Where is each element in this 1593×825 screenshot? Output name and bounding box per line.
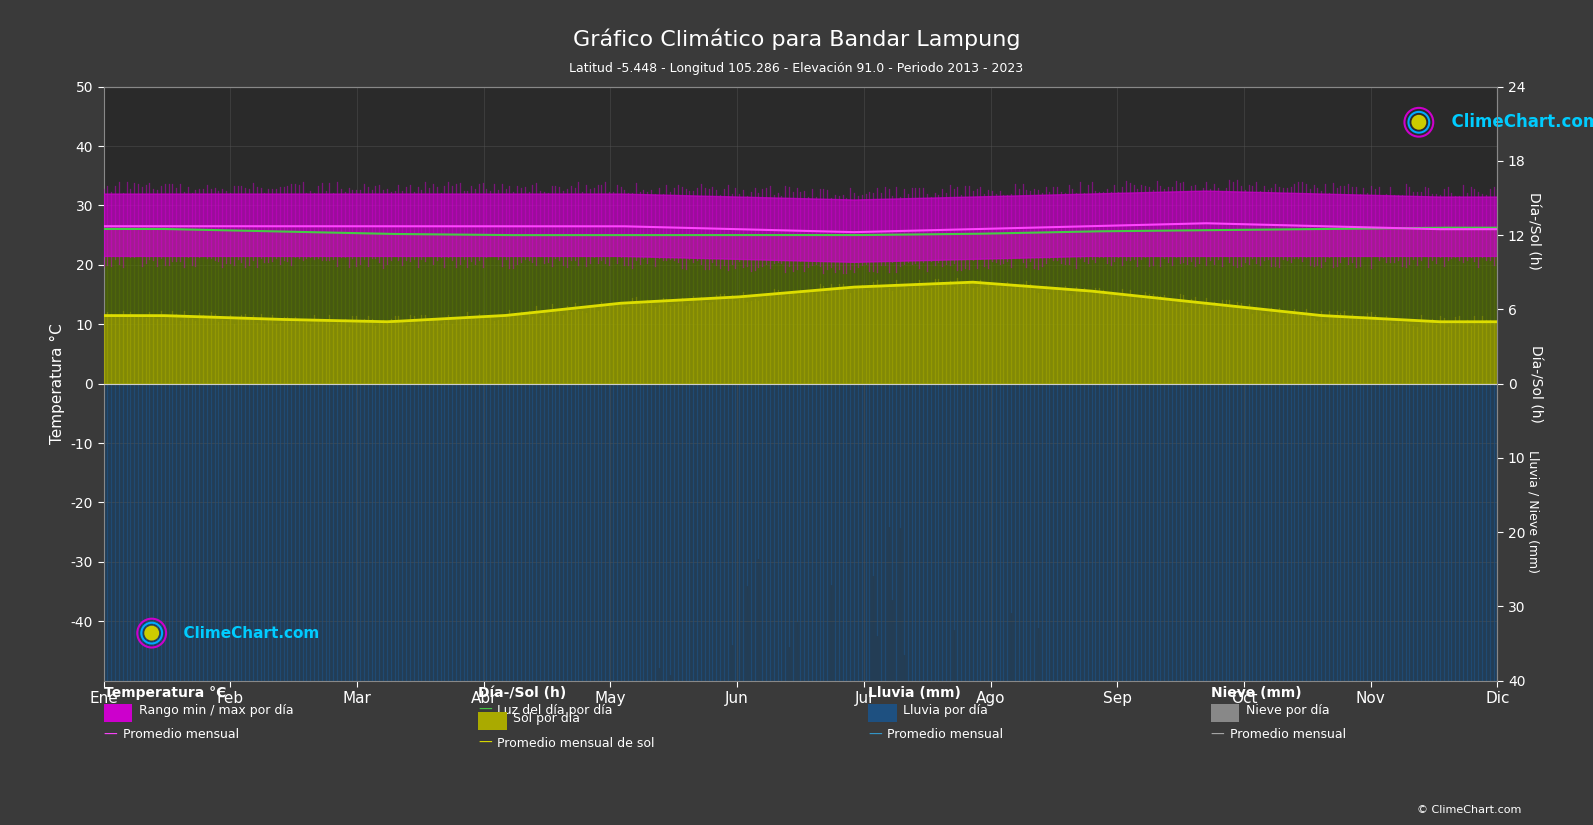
Text: Día-/Sol (h): Día-/Sol (h) — [1526, 192, 1540, 270]
Text: Latitud -5.448 - Longitud 105.286 - Elevación 91.0 - Periodo 2013 - 2023: Latitud -5.448 - Longitud 105.286 - Elev… — [569, 62, 1024, 75]
Text: Sol por día: Sol por día — [513, 712, 580, 725]
Text: —: — — [868, 728, 883, 742]
Text: Promedio mensual: Promedio mensual — [887, 728, 1004, 742]
Text: Gráfico Climático para Bandar Lampung: Gráfico Climático para Bandar Lampung — [573, 29, 1020, 50]
Text: —: — — [104, 728, 118, 742]
Y-axis label: Temperatura °C: Temperatura °C — [49, 323, 65, 444]
Text: ClimeChart.com: ClimeChart.com — [174, 625, 320, 640]
Text: ClimeChart.com: ClimeChart.com — [1440, 113, 1593, 131]
Text: Nieve por día: Nieve por día — [1246, 704, 1329, 717]
Text: Promedio mensual: Promedio mensual — [1230, 728, 1346, 742]
Text: Día-/Sol (h): Día-/Sol (h) — [478, 686, 566, 700]
Text: Lluvia / Nieve (mm): Lluvia / Nieve (mm) — [1526, 450, 1539, 573]
Text: Promedio mensual de sol: Promedio mensual de sol — [497, 737, 655, 750]
Text: Nieve (mm): Nieve (mm) — [1211, 686, 1301, 700]
Text: Lluvia (mm): Lluvia (mm) — [868, 686, 961, 700]
Text: Temperatura °C: Temperatura °C — [104, 686, 226, 700]
Text: © ClimeChart.com: © ClimeChart.com — [1416, 804, 1521, 814]
Y-axis label: Día-/Sol (h): Día-/Sol (h) — [1528, 345, 1542, 422]
Text: Luz del día por día: Luz del día por día — [497, 704, 613, 717]
Text: —: — — [478, 703, 492, 717]
Text: —: — — [478, 736, 492, 750]
Text: —: — — [1211, 728, 1225, 742]
Text: Lluvia por día: Lluvia por día — [903, 704, 988, 717]
Text: Rango min / max por día: Rango min / max por día — [139, 704, 293, 717]
Text: Promedio mensual: Promedio mensual — [123, 728, 239, 742]
